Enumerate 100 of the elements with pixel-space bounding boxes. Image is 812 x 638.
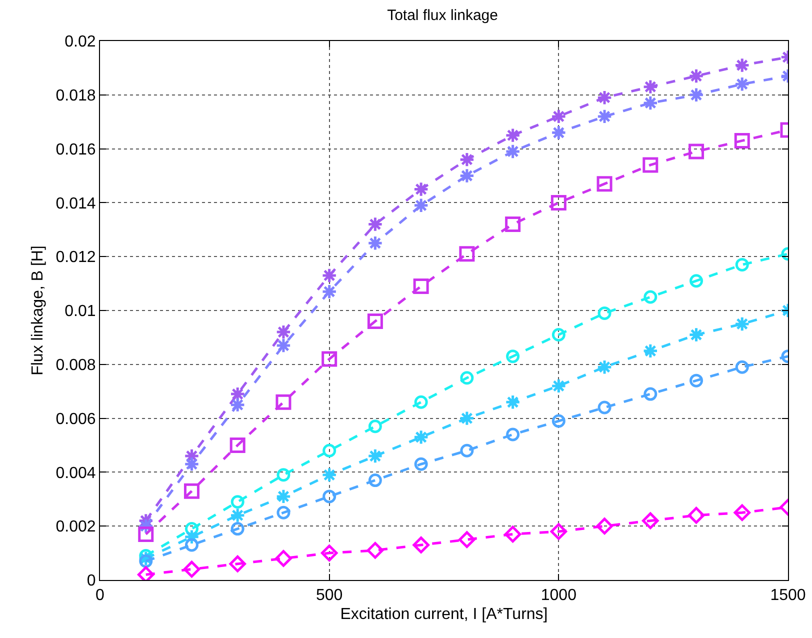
point	[413, 198, 429, 214]
point	[550, 378, 567, 394]
point	[367, 448, 384, 464]
point	[139, 554, 153, 568]
point	[183, 560, 200, 578]
point	[230, 522, 244, 536]
x-tick-label: 500	[316, 587, 343, 604]
point	[642, 512, 659, 530]
point	[367, 235, 384, 251]
point	[320, 544, 338, 562]
point	[459, 168, 475, 184]
point	[596, 176, 612, 192]
point	[596, 90, 612, 106]
point	[596, 359, 612, 375]
x-tick-label: 1500	[770, 587, 806, 604]
point	[230, 386, 246, 402]
point	[275, 550, 292, 567]
y-tick-label: 0.02	[64, 34, 96, 51]
point	[276, 338, 292, 354]
point	[734, 57, 750, 74]
point	[367, 314, 383, 330]
point	[642, 95, 658, 111]
point	[690, 374, 704, 388]
point	[321, 268, 338, 284]
point	[229, 555, 246, 572]
point	[414, 457, 428, 471]
point	[688, 68, 704, 84]
point	[276, 506, 290, 520]
point	[734, 76, 750, 92]
point	[459, 246, 475, 262]
point	[460, 371, 474, 385]
point	[322, 490, 336, 504]
point	[459, 152, 475, 168]
point	[230, 507, 246, 524]
point	[598, 306, 612, 320]
point	[596, 518, 613, 534]
point	[688, 506, 705, 524]
point	[642, 157, 658, 173]
point	[504, 526, 522, 543]
point	[368, 474, 382, 488]
point	[642, 78, 658, 95]
point	[734, 132, 750, 148]
point	[596, 108, 612, 124]
point	[413, 181, 429, 198]
point	[552, 414, 566, 428]
point	[688, 326, 704, 343]
y-tick-label: 0.012	[56, 249, 96, 266]
point	[184, 483, 200, 499]
point	[550, 523, 568, 540]
point	[735, 360, 749, 374]
point	[644, 290, 658, 304]
y-tick-label: 0.006	[56, 410, 96, 428]
point	[504, 144, 521, 160]
point	[734, 504, 751, 522]
y-tick-label: 0.004	[56, 464, 96, 482]
point	[230, 396, 246, 413]
point	[230, 438, 246, 453]
x-tick-label: 1000	[540, 587, 577, 604]
point	[550, 108, 567, 124]
point	[276, 324, 292, 340]
y-tick-label: 0.018	[56, 88, 96, 104]
point	[688, 144, 704, 160]
point	[506, 428, 520, 442]
point	[412, 536, 430, 554]
y-tick-label: 0.014	[56, 195, 96, 212]
point	[138, 526, 154, 542]
point	[458, 531, 476, 548]
point	[230, 495, 244, 509]
point	[644, 387, 658, 401]
point	[504, 127, 521, 144]
y-tick-label: 0.016	[56, 141, 96, 158]
point	[414, 395, 428, 409]
x-axis-title: Excitation current, I [A*Turns]	[340, 606, 548, 623]
y-tick-label: 0	[86, 572, 96, 590]
point	[734, 316, 750, 332]
point	[504, 394, 521, 410]
point	[688, 87, 704, 103]
point	[552, 328, 566, 342]
point	[322, 444, 336, 458]
chart-title: Total flux linkage	[387, 7, 498, 24]
point	[642, 343, 658, 359]
point	[368, 420, 382, 434]
point	[598, 400, 612, 414]
y-tick-label: 0.002	[56, 518, 96, 536]
point	[184, 538, 198, 552]
point	[690, 274, 704, 288]
point	[276, 468, 290, 482]
point	[460, 444, 474, 458]
point	[367, 216, 384, 232]
point	[366, 542, 384, 559]
point	[459, 410, 475, 426]
point	[276, 394, 292, 410]
y-axis-title: Flux linkage, B [H]	[30, 246, 47, 376]
point	[184, 456, 200, 472]
point	[550, 194, 566, 210]
point	[735, 258, 749, 272]
point	[505, 216, 521, 232]
point	[321, 284, 338, 300]
point	[506, 350, 520, 364]
point	[321, 467, 338, 483]
